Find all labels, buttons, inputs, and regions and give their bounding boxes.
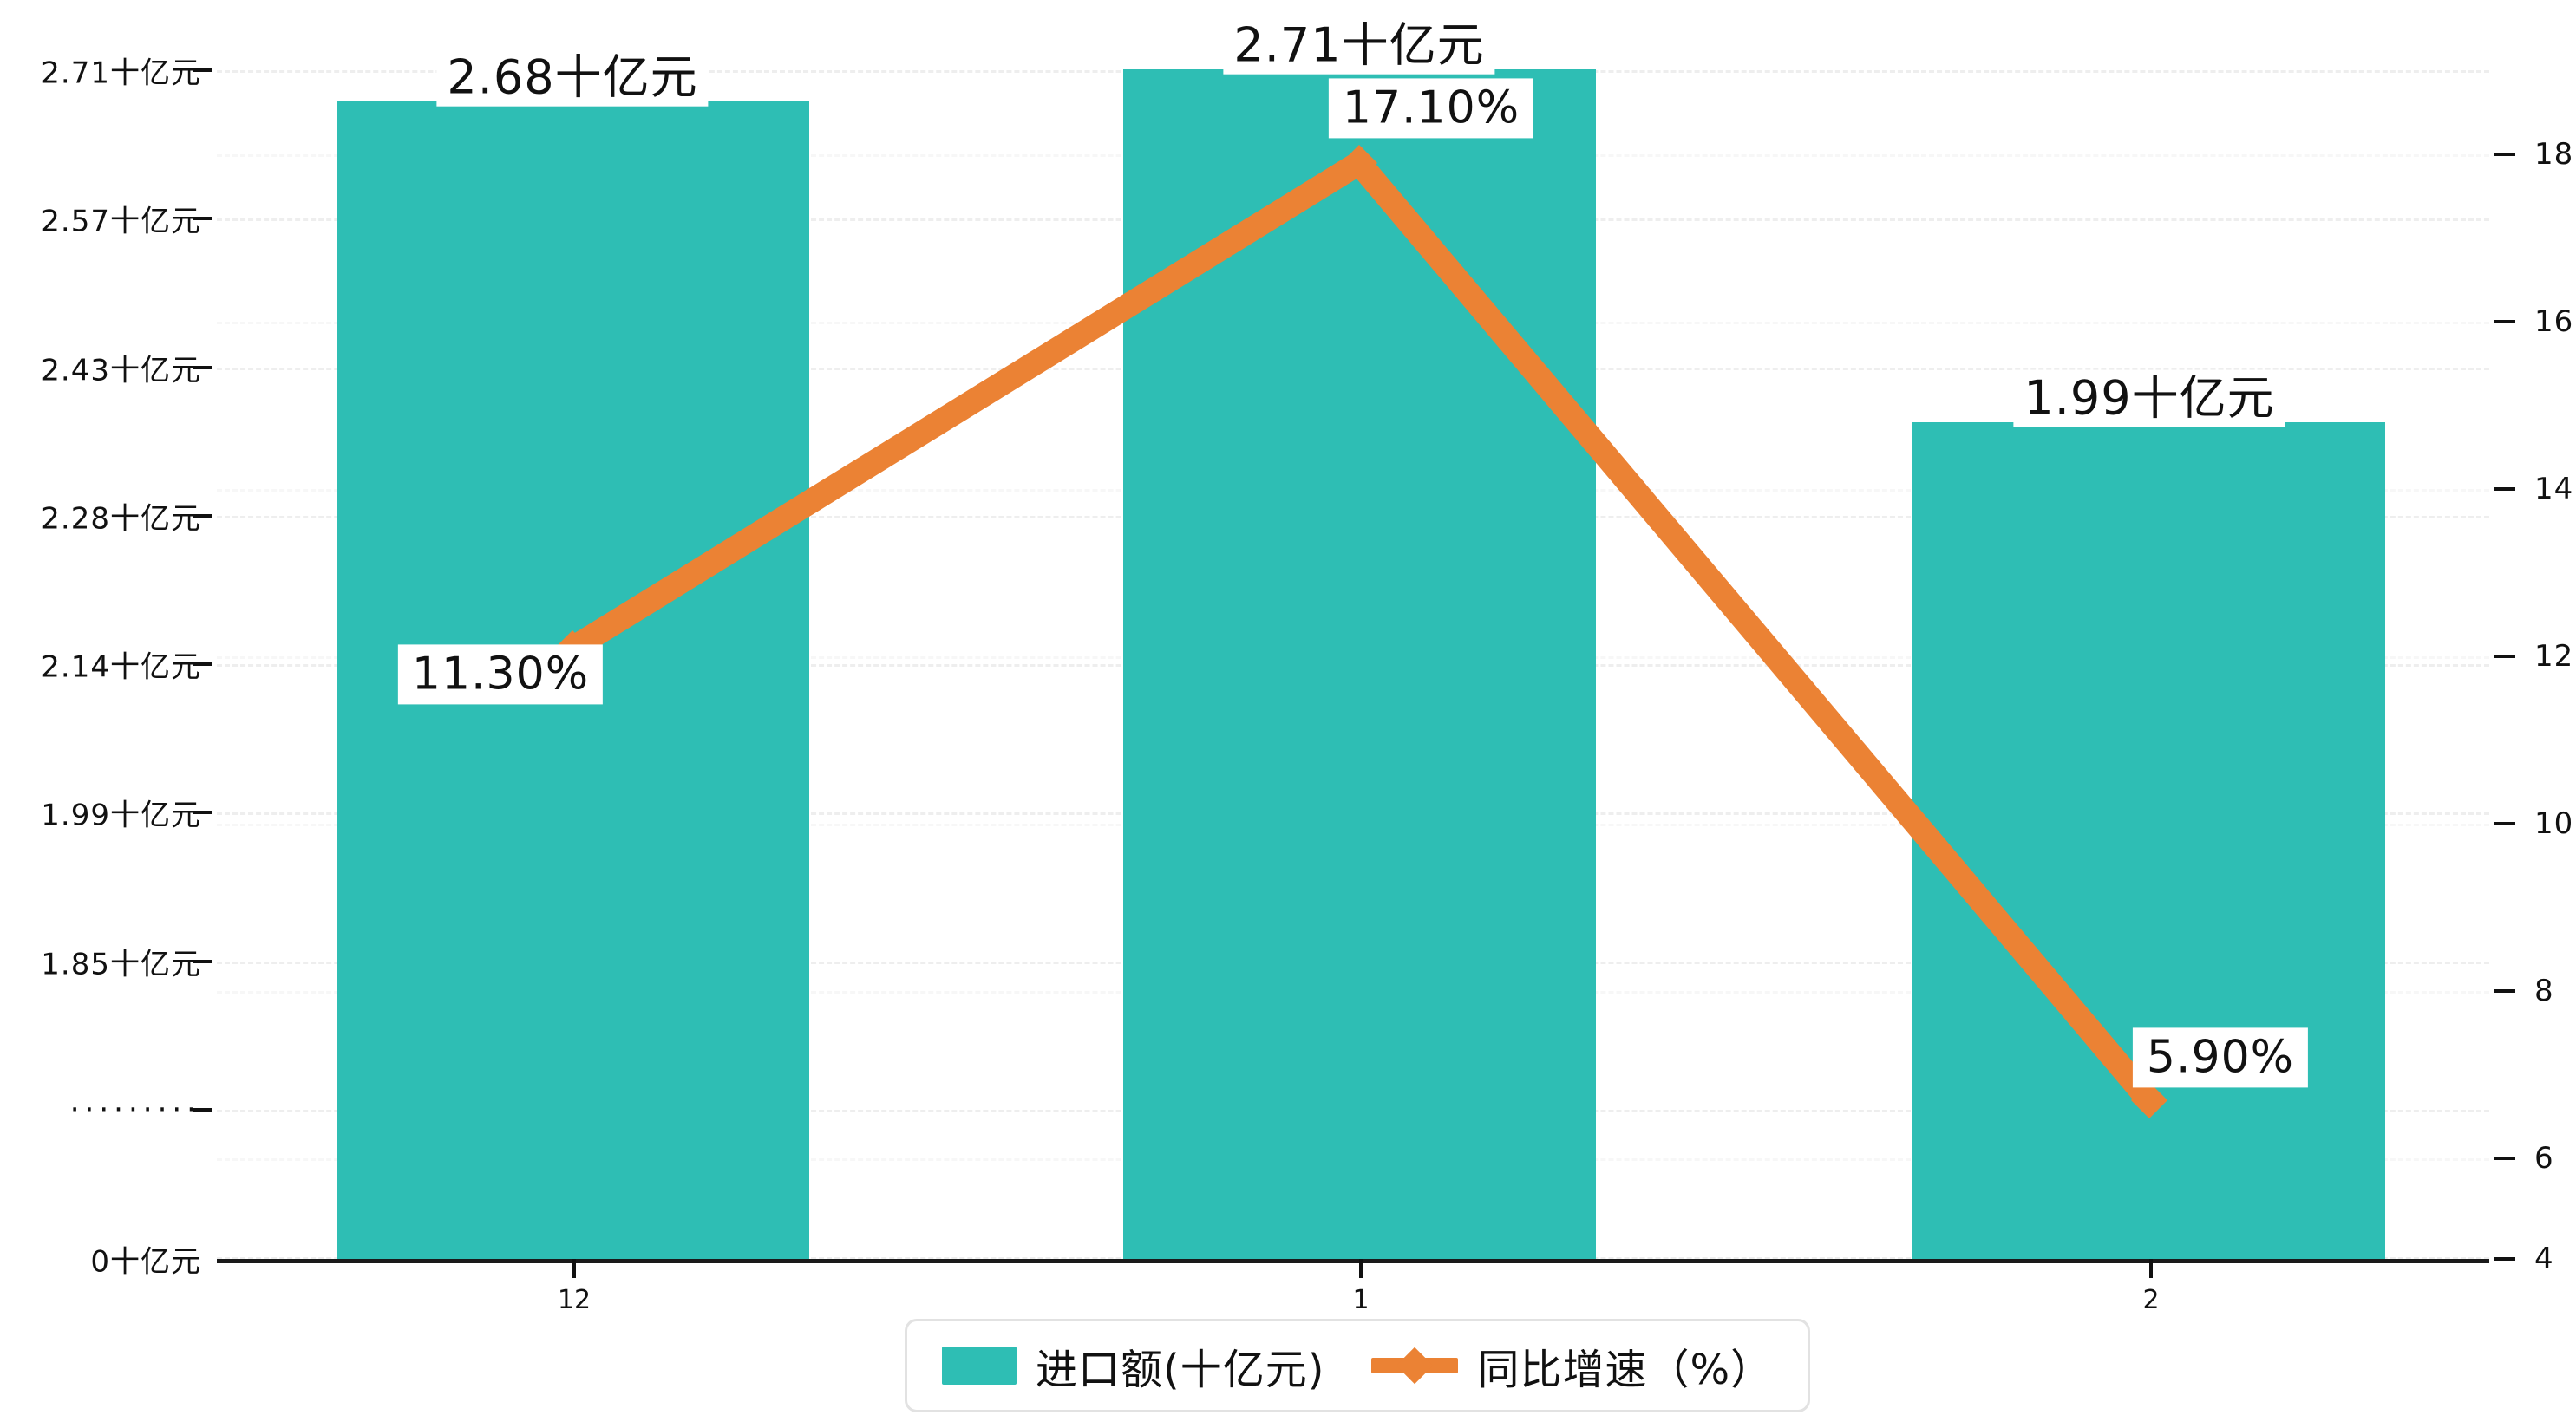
left-axis-tick-label: 2.43十亿元: [41, 353, 201, 388]
x-axis-tick-label: 2: [2142, 1285, 2160, 1315]
right-axis-tick-label: 16: [2534, 304, 2574, 339]
bar-value-label-1: 2.71十亿元: [1223, 16, 1495, 75]
left-axis-tick-label: 2.28十亿元: [41, 501, 201, 537]
left-axis-tick-mark: [193, 662, 212, 666]
left-axis-tick-label-zero: 0十亿元: [90, 1244, 201, 1280]
left-axis-tick-label: 1.85十亿元: [41, 947, 201, 982]
right-axis-tick-label: 6: [2534, 1141, 2554, 1176]
left-axis-tick-mark: [193, 366, 212, 369]
left-axis-tick-label: 2.14十亿元: [41, 649, 201, 685]
right-axis-tick-label: 14: [2534, 472, 2574, 506]
x-axis-tick-mark: [572, 1259, 576, 1278]
x-axis-tick-label: 12: [557, 1285, 592, 1315]
x-axis-tick-mark: [2149, 1259, 2153, 1278]
left-axis-tick-label: 2.71十亿元: [41, 55, 201, 91]
right-axis-tick-mark: [2494, 1157, 2515, 1160]
growth-rate-label-12: 11.30%: [397, 644, 604, 705]
right-axis-tick-mark: [2494, 320, 2515, 323]
right-axis-tick-label: 18: [2534, 137, 2574, 172]
legend-line-diamond-icon: [1371, 1347, 1459, 1385]
right-axis-tick-mark: [2494, 655, 2515, 658]
right-axis-tick-label: 10: [2534, 806, 2574, 841]
chart-legend: 进口额(十亿元) 同比增速（%）: [905, 1319, 1811, 1412]
left-axis-tick-mark: [193, 960, 212, 963]
legend-label-import-value: 进口额(十亿元): [1036, 1346, 1325, 1394]
growth-rate-label-1: 17.10%: [1328, 78, 1534, 139]
right-axis-tick-mark: [2494, 989, 2515, 993]
plot-area: 2.68十亿元 2.71十亿元 1.99十亿元 11.30% 17.10% 5.…: [217, 16, 2489, 1263]
growth-rate-marker-2[interactable]: [2131, 1082, 2167, 1118]
x-axis-tick-mark: [1359, 1259, 1363, 1278]
left-axis-tick-label-truncated: ·········: [69, 1092, 201, 1127]
left-axis-tick-mark: [193, 68, 212, 72]
legend-bar-swatch-icon: [942, 1347, 1017, 1385]
growth-rate-marker-1[interactable]: [1341, 145, 1377, 181]
right-axis-tick-label: 8: [2534, 974, 2554, 1008]
left-axis-tick-mark: [193, 217, 212, 220]
x-axis-line: [217, 1259, 2489, 1263]
left-axis-tick-mark: [193, 811, 212, 814]
x-axis-tick-label: 1: [1352, 1285, 1370, 1315]
bar-2[interactable]: [1912, 422, 2385, 1259]
growth-rate-polyline: [566, 147, 2159, 1109]
left-axis-tick-label: 2.57十亿元: [41, 204, 201, 239]
bar-value-label-12: 2.68十亿元: [436, 49, 709, 107]
right-axis-tick-mark: [2494, 153, 2515, 156]
left-axis-tick-mark: [193, 1108, 212, 1112]
right-axis-tick-mark: [2494, 822, 2515, 825]
legend-item-import-value[interactable]: 进口额(十亿元): [942, 1335, 1324, 1396]
left-axis-tick-mark: [193, 514, 212, 518]
bar-value-label-2: 1.99十亿元: [2013, 369, 2285, 427]
right-axis-tick-mark: [2494, 1257, 2515, 1261]
legend-item-growth-rate[interactable]: 同比增速（%）: [1371, 1335, 1773, 1396]
right-axis-tick-label: 12: [2534, 639, 2574, 674]
left-axis-tick-label: 1.99十亿元: [41, 798, 201, 833]
growth-rate-label-2: 5.90%: [2132, 1027, 2309, 1088]
legend-diamond-marker-icon: [1396, 1347, 1434, 1385]
right-axis-tick-label: 4: [2534, 1242, 2554, 1276]
right-axis-tick-mark: [2494, 487, 2515, 491]
legend-label-growth-rate: 同比增速（%）: [1477, 1346, 1774, 1394]
